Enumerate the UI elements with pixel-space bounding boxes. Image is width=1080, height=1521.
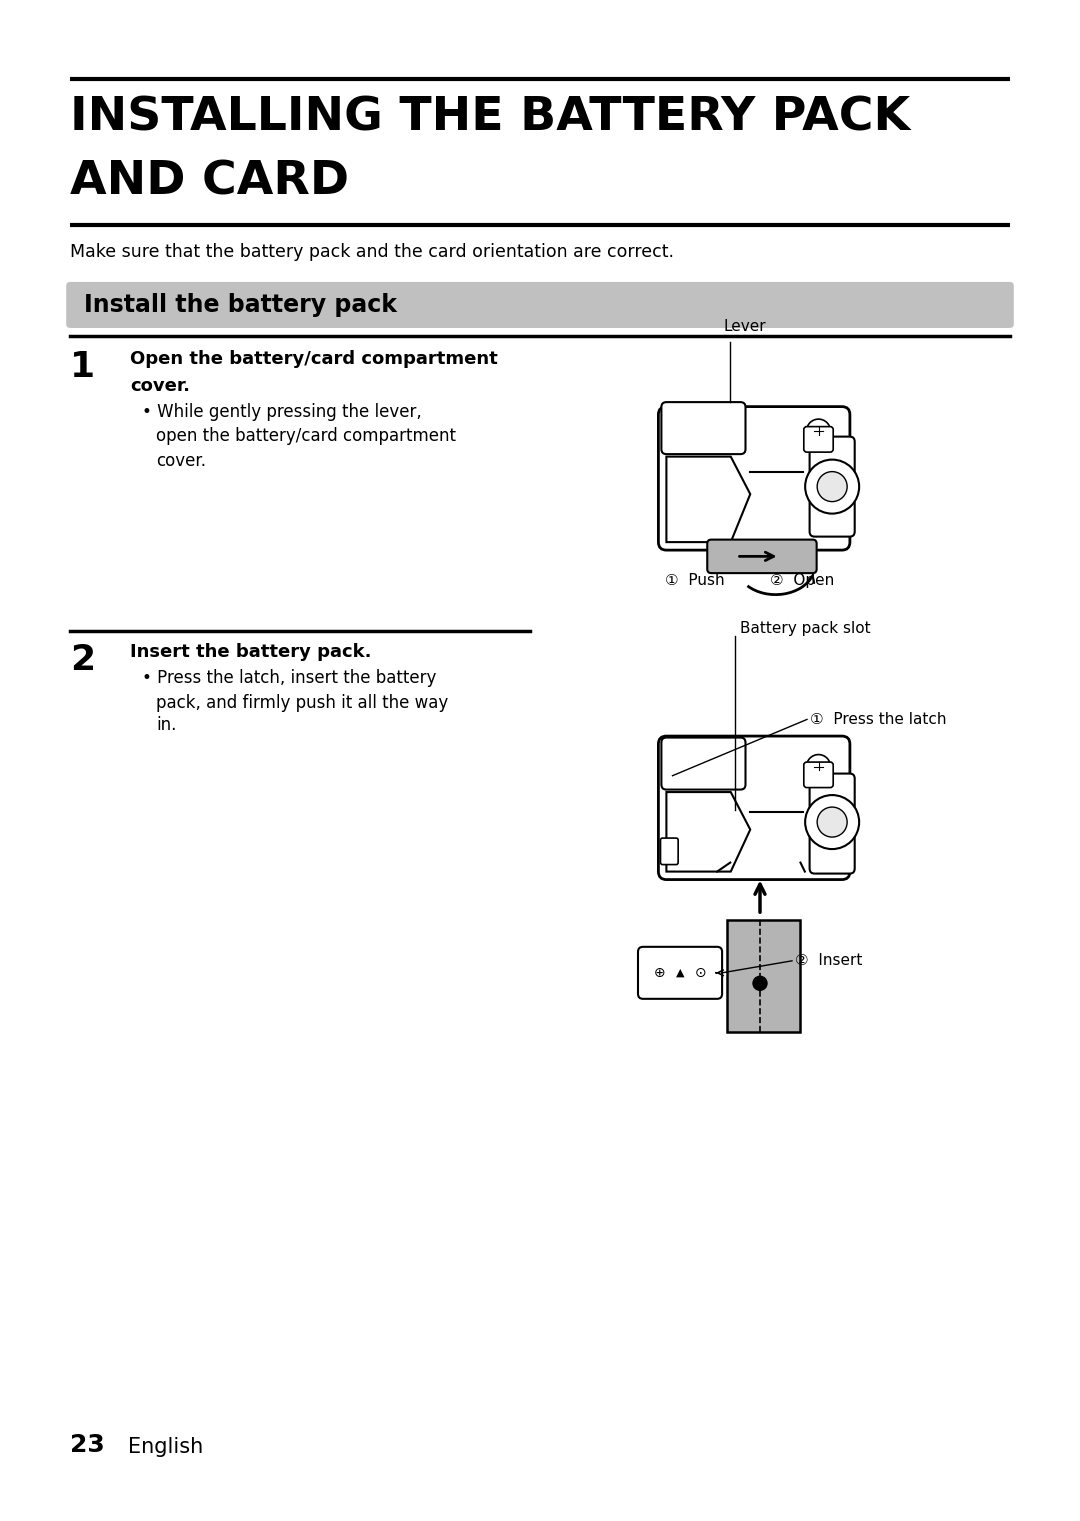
Text: Lever: Lever	[724, 319, 767, 335]
Text: ⊙: ⊙	[696, 966, 706, 980]
FancyBboxPatch shape	[804, 426, 833, 452]
Text: INSTALLING THE BATTERY PACK: INSTALLING THE BATTERY PACK	[70, 96, 910, 141]
Text: ①  Press the latch: ① Press the latch	[810, 712, 946, 727]
Text: AND CARD: AND CARD	[70, 160, 349, 205]
Circle shape	[818, 808, 847, 837]
FancyBboxPatch shape	[810, 437, 854, 537]
Text: • While gently pressing the lever,: • While gently pressing the lever,	[143, 403, 422, 421]
Text: Open the battery/card compartment: Open the battery/card compartment	[131, 350, 498, 368]
Text: pack, and firmly push it all the way: pack, and firmly push it all the way	[157, 694, 448, 712]
FancyBboxPatch shape	[66, 281, 1014, 329]
Text: cover.: cover.	[131, 377, 190, 395]
Text: Battery pack slot: Battery pack slot	[740, 621, 870, 636]
Text: ▲: ▲	[676, 967, 685, 978]
Text: in.: in.	[157, 716, 176, 735]
Text: cover.: cover.	[157, 452, 206, 470]
Text: English: English	[129, 1437, 203, 1457]
FancyBboxPatch shape	[659, 736, 850, 879]
Text: ②  Insert: ② Insert	[795, 954, 862, 969]
Polygon shape	[727, 920, 800, 1033]
Text: ①  Push: ① Push	[665, 573, 725, 589]
FancyBboxPatch shape	[661, 738, 745, 789]
Text: 1: 1	[70, 350, 95, 383]
FancyBboxPatch shape	[661, 402, 745, 455]
Text: 2: 2	[70, 643, 95, 677]
Text: 23: 23	[70, 1433, 105, 1457]
Circle shape	[753, 976, 767, 990]
Text: Make sure that the battery pack and the card orientation are correct.: Make sure that the battery pack and the …	[70, 243, 674, 262]
FancyBboxPatch shape	[707, 540, 816, 573]
Circle shape	[806, 795, 860, 849]
FancyBboxPatch shape	[659, 406, 850, 551]
Polygon shape	[666, 792, 751, 872]
FancyBboxPatch shape	[661, 838, 678, 864]
Circle shape	[818, 472, 847, 502]
Polygon shape	[666, 456, 751, 541]
Circle shape	[806, 459, 860, 514]
Text: ②  Open: ② Open	[770, 573, 834, 589]
Text: ⊕: ⊕	[653, 966, 665, 980]
FancyBboxPatch shape	[638, 948, 723, 999]
FancyBboxPatch shape	[810, 774, 854, 873]
FancyBboxPatch shape	[804, 762, 833, 788]
Text: Install the battery pack: Install the battery pack	[84, 294, 397, 316]
Text: • Press the latch, insert the battery: • Press the latch, insert the battery	[143, 669, 436, 687]
Text: Insert the battery pack.: Insert the battery pack.	[131, 643, 372, 662]
Circle shape	[807, 754, 831, 779]
Circle shape	[807, 420, 831, 443]
Text: open the battery/card compartment: open the battery/card compartment	[157, 427, 456, 446]
